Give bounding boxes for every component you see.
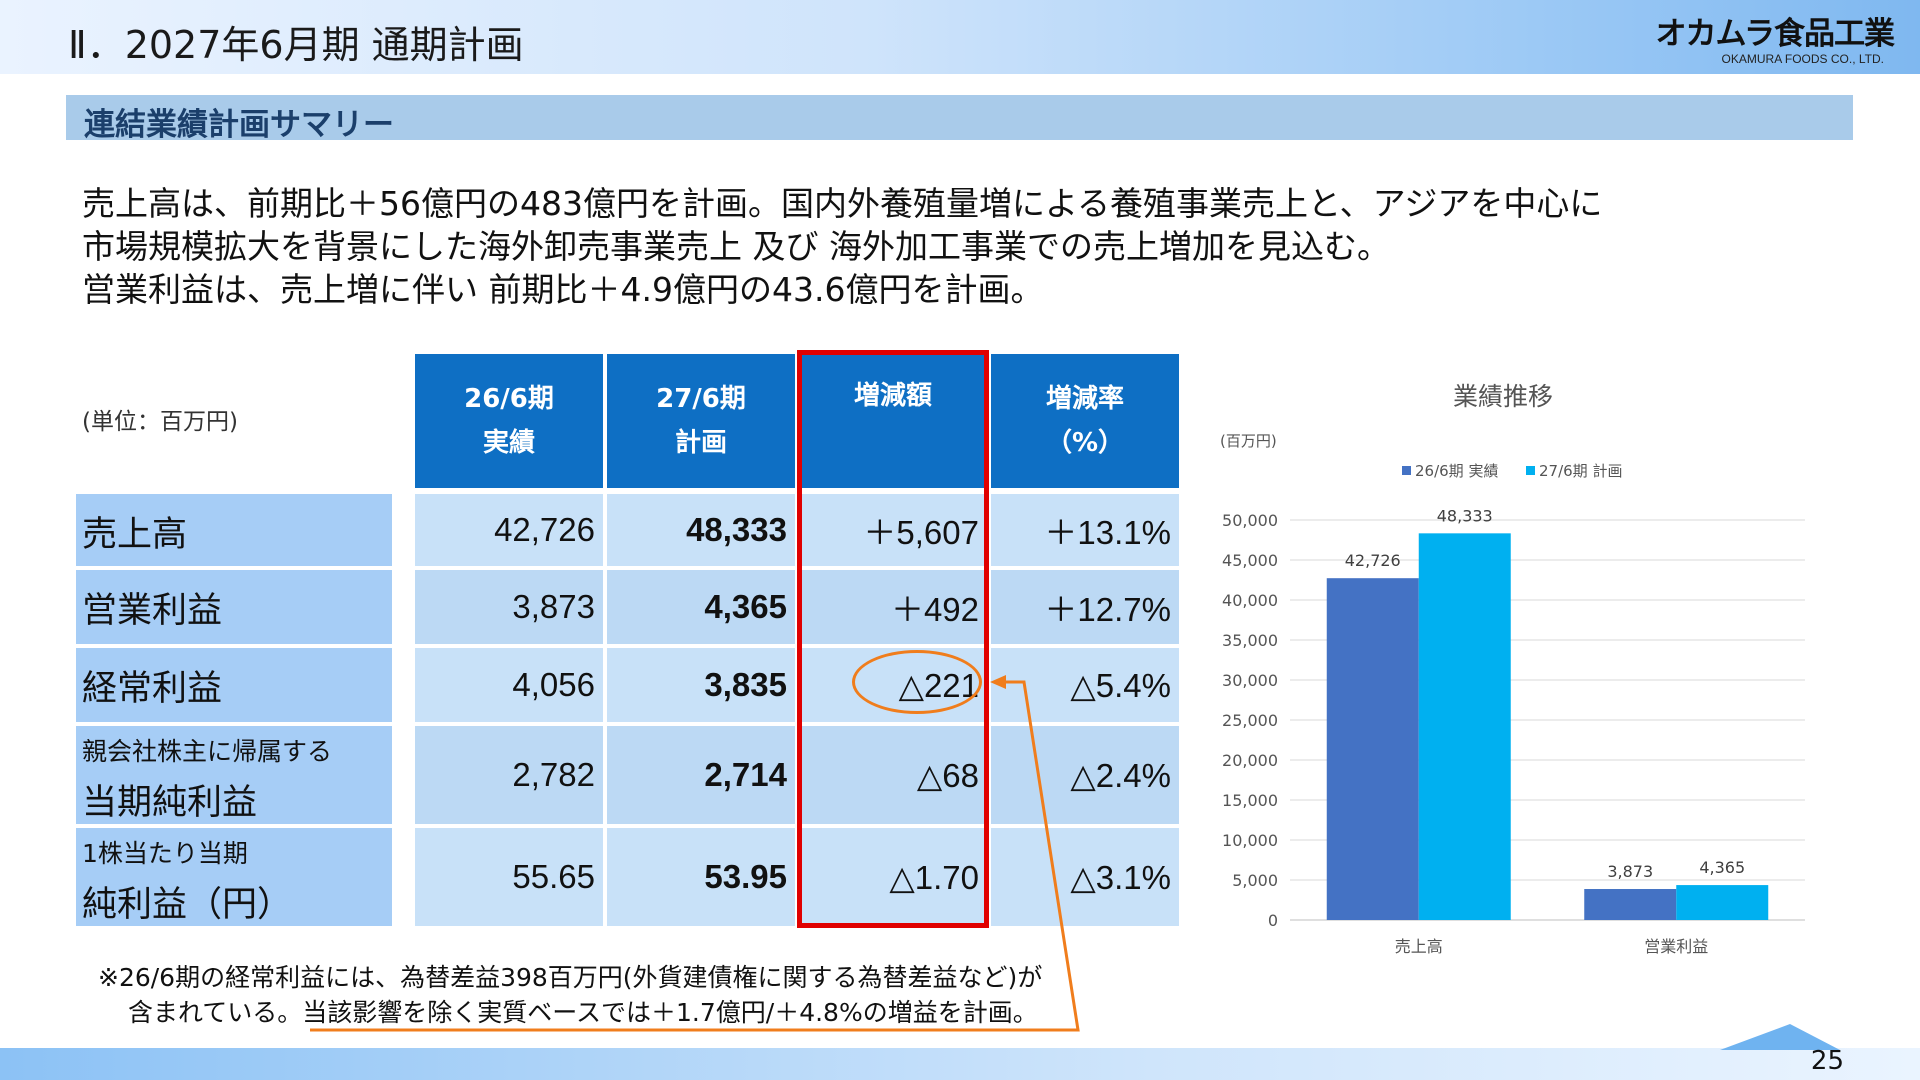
- legend-label: 27/6期 計画: [1539, 462, 1622, 480]
- row-label-text: 純利益（円）: [82, 885, 293, 925]
- slide-title: Ⅱ．2027年6月期 通期計画: [68, 23, 524, 67]
- cell-actual: 55.65: [415, 828, 603, 926]
- footnote-line: 含まれている。当該影響を除く実質ベースでは＋1.7億円/＋4.8%の増益を計画。: [98, 995, 1042, 1030]
- bar: [1326, 578, 1419, 920]
- y-tick-label: 20,000: [1222, 751, 1278, 770]
- header-line: 計画: [674, 428, 727, 458]
- row-label-eps: 1株当たり当期 純利益（円）: [76, 828, 392, 926]
- cell-plan: 2,714: [607, 726, 795, 824]
- highlight-oval: [852, 650, 982, 714]
- header-line: 増減額: [853, 381, 932, 411]
- cell-rate: ＋13.1%: [991, 494, 1179, 566]
- bar-chart: 業績推移 (百万円) 26/6期 実績 27/6期 計画 0 5,000 10,000…: [1220, 382, 1805, 956]
- bar: [1418, 533, 1511, 920]
- header-plan: 27/6期 計画: [607, 354, 795, 488]
- data-label: 48,333: [1437, 506, 1493, 525]
- row-label-text: 経常利益: [82, 669, 223, 709]
- row-label-text: 当期純利益: [82, 783, 258, 823]
- y-tick-label: 0: [1268, 911, 1278, 930]
- summary-line: 営業利益は、売上増に伴い 前期比＋4.9億円の43.6億円を計画。: [82, 270, 1044, 309]
- header-diff: 増減額: [799, 354, 987, 488]
- y-tick-label: 40,000: [1222, 591, 1278, 610]
- summary-text: 売上高は、前期比＋56億円の483億円を計画。国内外養殖量増による養殖事業売上と…: [82, 182, 1602, 311]
- header-actual: 26/6期 実績: [415, 354, 603, 488]
- y-tick-label: 10,000: [1222, 831, 1278, 850]
- legend-label: 26/6期 実績: [1415, 462, 1498, 480]
- header-rate: 増減率 （%）: [991, 354, 1179, 488]
- y-tick-label: 25,000: [1222, 711, 1278, 730]
- summary-line: 売上高は、前期比＋56億円の483億円を計画。国内外養殖量増による養殖事業売上と…: [82, 184, 1603, 223]
- highlight-box: [797, 350, 989, 928]
- cell-rate: △3.1%: [991, 828, 1179, 926]
- chart-legend: 26/6期 実績 27/6期 計画: [1402, 462, 1622, 480]
- header-line: 実績: [482, 428, 535, 458]
- footnote-text: 当該影響を除く実質ベースでは＋1.7億円/＋4.8%の増益を計画。: [302, 998, 1038, 1027]
- footer-accent: [1720, 1024, 1840, 1050]
- chart-x-labels: 売上高 営業利益: [1395, 937, 1709, 956]
- y-tick-label: 50,000: [1222, 511, 1278, 530]
- cell-plan: 53.95: [607, 828, 795, 926]
- header-line: 増減率: [1045, 384, 1124, 414]
- legend-swatch: [1402, 466, 1411, 475]
- cell-plan: 4,365: [607, 570, 795, 644]
- summary-line: 市場規模拡大を背景にした海外卸売事業売上 及び 海外加工事業での売上増加を見込む…: [82, 227, 1390, 266]
- x-tick-label: 売上高: [1395, 937, 1443, 956]
- data-label: 4,365: [1699, 858, 1745, 877]
- chart-y-ticks: 0 5,000 10,000 15,000 20,000 25,000 30,000 35,0…: [1222, 511, 1278, 930]
- cell-rate: ＋12.7%: [991, 570, 1179, 644]
- row-label-text: 営業利益: [82, 591, 223, 631]
- row-label-operating-profit: 営業利益: [76, 570, 392, 644]
- cell-diff: ＋5,607: [799, 494, 987, 566]
- cell-rate: △2.4%: [991, 726, 1179, 824]
- row-label-text: 売上高: [82, 515, 188, 555]
- data-label: 42,726: [1345, 551, 1401, 570]
- cell-actual: 3,873: [415, 570, 603, 644]
- cell-actual: 4,056: [415, 648, 603, 722]
- unit-label: (単位：百万円): [82, 409, 238, 435]
- y-tick-label: 15,000: [1222, 791, 1278, 810]
- header-line: （%）: [1045, 428, 1125, 458]
- y-tick-label: 35,000: [1222, 631, 1278, 650]
- bar: [1584, 889, 1677, 920]
- row-label-sales: 売上高: [76, 494, 392, 566]
- y-tick-label: 45,000: [1222, 551, 1278, 570]
- cell-plan: 48,333: [607, 494, 795, 566]
- footnote-line: ※26/6期の経常利益には、為替差益398百万円(外貨建債権に関する為替差益など…: [98, 963, 1043, 992]
- cell-actual: 2,782: [415, 726, 603, 824]
- y-tick-label: 30,000: [1222, 671, 1278, 690]
- section-bar: 連結業績計画サマリー: [66, 95, 1853, 143]
- cell-rate: △5.4%: [991, 648, 1179, 722]
- footer-band: [0, 1048, 1920, 1080]
- x-tick-label: 営業利益: [1644, 937, 1708, 956]
- cell-actual: 42,726: [415, 494, 603, 566]
- chart-title: 業績推移: [1453, 382, 1553, 411]
- page-number: 25: [1810, 1046, 1844, 1076]
- cell-diff: ＋492: [799, 570, 987, 644]
- header-line: 26/6期: [464, 384, 554, 414]
- footnote-text: 含まれている。: [128, 998, 303, 1027]
- header-band: [0, 0, 1920, 74]
- bar: [1676, 885, 1769, 920]
- data-label: 3,873: [1607, 862, 1653, 881]
- section-title: 連結業績計画サマリー: [84, 107, 394, 143]
- company-logo-subtitle: OKAMURA FOODS CO., LTD.: [1721, 52, 1884, 66]
- y-tick-label: 5,000: [1232, 871, 1278, 890]
- row-label-net-income: 親会社株主に帰属する 当期純利益: [76, 726, 392, 824]
- row-label-text: 1株当たり当期: [82, 839, 248, 868]
- footnote: ※26/6期の経常利益には、為替差益398百万円(外貨建債権に関する為替差益など…: [98, 960, 1042, 1030]
- row-label-text: 親会社株主に帰属する: [82, 737, 333, 766]
- chart-bars: 42,726 48,333 3,873 4,365: [1326, 506, 1769, 920]
- row-label-ordinary-profit: 経常利益: [76, 648, 392, 722]
- company-logo: オカムラ食品工業: [1655, 16, 1895, 52]
- legend-swatch: [1526, 466, 1535, 475]
- chart-y-axis-label: (百万円): [1220, 432, 1277, 450]
- cell-plan: 3,835: [607, 648, 795, 722]
- header-line: 27/6期: [656, 384, 746, 414]
